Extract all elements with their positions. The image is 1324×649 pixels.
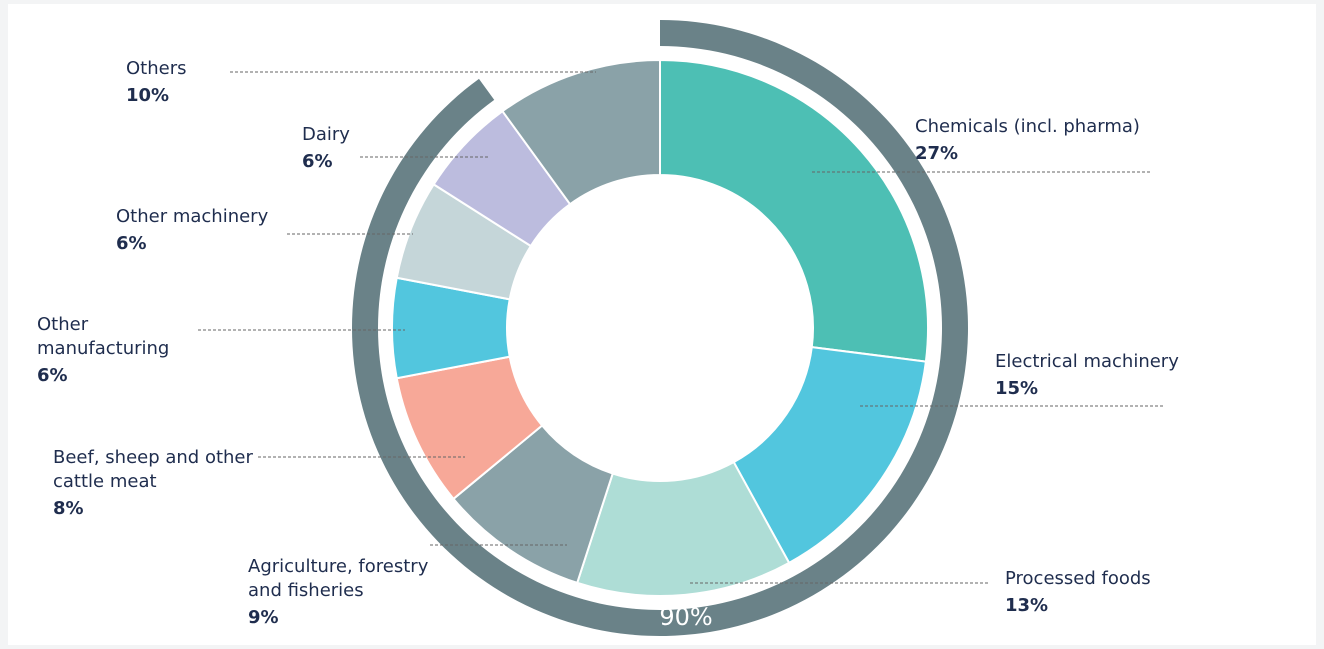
value-label: 10% bbox=[126, 85, 170, 106]
slice bbox=[659, 58, 929, 363]
slice-label: Other machinery 6% bbox=[116, 205, 268, 256]
slice-label: Chemicals (incl. pharma) 27% bbox=[915, 115, 1140, 166]
value-label: 6% bbox=[302, 151, 333, 172]
category-name: Agriculture, forestry and fisheries bbox=[248, 556, 429, 601]
category-name: Others bbox=[126, 58, 187, 79]
category-name: Chemicals (incl. pharma) bbox=[915, 116, 1140, 137]
slice-label: Dairy 6% bbox=[302, 123, 350, 174]
value-label: 6% bbox=[116, 233, 147, 254]
outer-ring-label: 90% bbox=[659, 603, 712, 631]
slice-label: Agriculture, forestry and fisheries 9% bbox=[248, 555, 463, 630]
donut-chart: 90% bbox=[198, 20, 1165, 636]
chart: 90% Chemicals (incl. pharma) 27% Electrica… bbox=[8, 4, 1316, 645]
slice-label: Electrical machinery 15% bbox=[995, 350, 1179, 401]
slice-label: Beef, sheep and other cattle meat 8% bbox=[53, 446, 258, 521]
value-label: 13% bbox=[1005, 595, 1049, 616]
category-name: Other manufacturing bbox=[37, 314, 170, 359]
slice bbox=[732, 346, 928, 565]
value-label: 6% bbox=[37, 365, 68, 386]
value-label: 9% bbox=[248, 607, 279, 628]
category-name: Dairy bbox=[302, 124, 350, 145]
slice-label: Other manufacturing 6% bbox=[37, 313, 197, 388]
category-name: Electrical machinery bbox=[995, 351, 1179, 372]
slice-label: Processed foods 13% bbox=[1005, 567, 1151, 618]
category-name: Processed foods bbox=[1005, 568, 1151, 589]
value-label: 15% bbox=[995, 378, 1039, 399]
category-name: Other machinery bbox=[116, 206, 269, 227]
category-name: Beef, sheep and other cattle meat bbox=[53, 447, 253, 492]
slice bbox=[501, 58, 661, 206]
slice-label: Others 10% bbox=[126, 57, 187, 108]
value-label: 8% bbox=[53, 498, 84, 519]
value-label: 27% bbox=[915, 143, 959, 164]
